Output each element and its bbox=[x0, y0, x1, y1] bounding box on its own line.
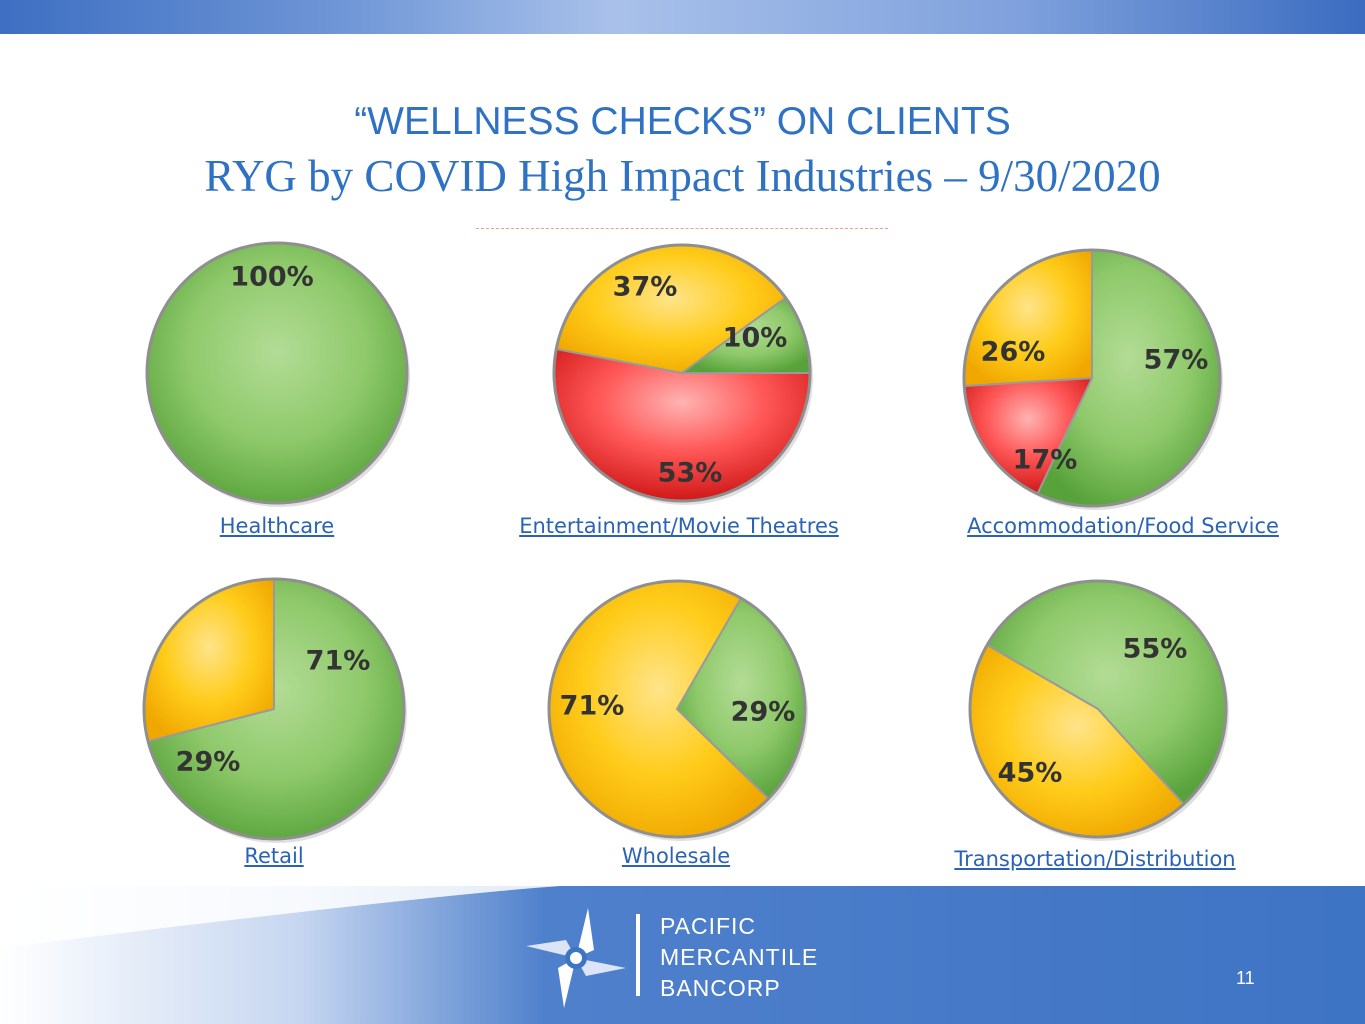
page-number: 11 bbox=[1236, 968, 1255, 988]
pie-data-label: 55% bbox=[1123, 634, 1188, 665]
pie-entertainment: 53% 37% 10% bbox=[552, 243, 813, 505]
pie-data-label: 71% bbox=[560, 691, 625, 722]
pie-wholesale: 29% 71% bbox=[547, 579, 808, 841]
pie-rim bbox=[962, 248, 1222, 508]
pie-title-transportation[interactable]: Transportation/Distribution bbox=[954, 847, 1236, 871]
pie-data-label: 29% bbox=[731, 697, 796, 728]
page-title-line2: RYG by COVID High Impact Industries – 9/… bbox=[204, 151, 1161, 201]
pie-rim bbox=[552, 243, 812, 503]
company-name-line2: MERCANTILE bbox=[660, 944, 819, 970]
top-banner bbox=[0, 0, 1365, 34]
pie-title-entertainment[interactable]: Entertainment/Movie Theatres bbox=[519, 514, 839, 538]
pie-rim bbox=[547, 579, 807, 839]
pie-data-label: 100% bbox=[230, 262, 313, 293]
pie-data-label: 26% bbox=[981, 337, 1046, 368]
company-name-line1: PACIFIC bbox=[660, 913, 757, 939]
pie-transportation: 55% 45% bbox=[968, 579, 1229, 841]
pie-data-label: 17% bbox=[1013, 445, 1078, 476]
pie-rim bbox=[968, 579, 1228, 839]
pie-data-label: 71% bbox=[306, 646, 371, 677]
title-divider bbox=[476, 228, 888, 229]
pie-title-accommodation[interactable]: Accommodation/Food Service bbox=[967, 514, 1279, 538]
pie-data-label: 57% bbox=[1144, 345, 1209, 376]
pie-accommodation: 57% 17% 26% bbox=[962, 248, 1223, 510]
pie-retail: 71% 29% bbox=[142, 577, 407, 843]
footer-band bbox=[0, 886, 1365, 1024]
pinwheel-logo-icon bbox=[526, 908, 626, 1008]
pie-title-healthcare[interactable]: Healthcare bbox=[219, 514, 335, 538]
pie-title-retail[interactable]: Retail bbox=[244, 844, 304, 868]
pie-healthcare: 100% bbox=[145, 241, 410, 507]
pie-data-label: 45% bbox=[998, 758, 1063, 789]
pie-data-label: 37% bbox=[613, 272, 678, 303]
pie-data-label: 10% bbox=[723, 323, 788, 354]
logo-divider bbox=[636, 914, 640, 996]
pie-data-label: 29% bbox=[176, 747, 241, 778]
pie-rim bbox=[142, 577, 406, 841]
pie-rim bbox=[145, 241, 409, 505]
company-name-line3: BANCORP bbox=[660, 975, 781, 1001]
pie-data-label: 53% bbox=[658, 458, 723, 489]
page-title-line1: “WELLNESS CHECKS” ON CLIENTS bbox=[354, 100, 1011, 143]
pie-title-wholesale[interactable]: Wholesale bbox=[621, 844, 731, 868]
